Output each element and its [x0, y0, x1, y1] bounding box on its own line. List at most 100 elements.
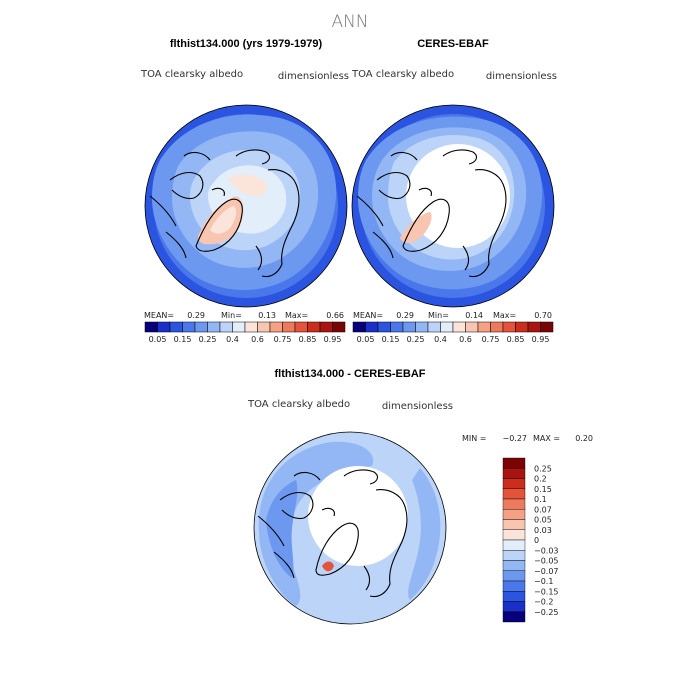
panel-obs-mean-label: MEAN=	[353, 311, 383, 320]
colorbar-diff-tick-label: 0.15	[534, 485, 552, 494]
colorbar-model-tick-label: 0.95	[324, 335, 342, 344]
coastlines-model	[149, 149, 300, 278]
colorbar-obs-swatch	[465, 321, 479, 333]
colorbar-model-swatch	[269, 321, 283, 333]
colorbar-model-swatch	[219, 321, 233, 333]
colorbar-model-swatch	[307, 321, 321, 333]
colorbar-obs: 0.05 0.15 0.25 0.4 0.6 0.75 0.85 0.95	[352, 321, 554, 344]
panel-diff-max-label: MAX =	[533, 434, 560, 443]
colorbar-diff-tick-label: 0.1	[534, 495, 547, 504]
map-fill-arctic-pink	[228, 174, 268, 197]
colorbar-diff-tick-label: −0.03	[534, 546, 559, 555]
panel-obs: CERES-EBAF TOA clearsky albedo dimension…	[351, 38, 557, 344]
map-border-obs	[351, 104, 555, 308]
colorbar-diff-swatch	[502, 611, 526, 623]
colorbar-obs-swatch	[377, 321, 391, 333]
colorbar-diff: 0.250.20.150.10.070.050.030−0.03−0.05−0.…	[502, 457, 559, 623]
colorbar-model-tick-label: 0.75	[274, 335, 292, 344]
colorbar-obs-swatch	[452, 321, 466, 333]
colorbar-diff-swatch	[502, 468, 526, 479]
colorbar-model-swatch	[207, 321, 221, 333]
colorbar-model-swatch	[157, 321, 171, 333]
colorbar-model: 0.05 0.15 0.25 0.4 0.6 0.75 0.85 0.95	[144, 321, 346, 344]
map-fill-negative-strong	[266, 480, 298, 578]
colorbar-diff-tick-label: −0.2	[534, 598, 553, 607]
map-border-diff	[253, 431, 447, 625]
colorbar-obs-swatch	[477, 321, 491, 333]
colorbar-obs-swatch	[502, 321, 516, 333]
colorbar-diff-tick-label: −0.07	[534, 567, 559, 576]
panel-diff-variable: TOA clearsky albedo	[247, 399, 350, 410]
coastlines-obs	[356, 149, 507, 278]
colorbar-diff-tick-label: 0	[534, 536, 539, 545]
panel-model-mean-value: 0.29	[187, 311, 205, 320]
panel-obs-min-value: 0.14	[465, 311, 483, 320]
figure-title: ANN	[331, 12, 368, 32]
colorbar-model-swatch	[182, 321, 196, 333]
colorbar-obs-tick-label: 0.25	[407, 335, 425, 344]
colorbar-model-swatch	[232, 321, 246, 333]
colorbar-obs-swatch	[515, 321, 529, 333]
colorbar-obs-swatch	[415, 321, 429, 333]
colorbar-diff-tick-label: −0.15	[534, 587, 559, 596]
panel-diff-min-label: MIN =	[462, 434, 487, 443]
colorbar-diff-swatch	[502, 560, 526, 571]
panel-obs-max-value: 0.70	[534, 311, 552, 320]
panel-model-units: dimensionless	[278, 71, 349, 82]
panel-diff: flthist134.000 - CERES-EBAF TOA clearsky…	[247, 368, 593, 625]
panel-model-variable: TOA clearsky albedo	[140, 69, 243, 80]
colorbar-obs-swatch	[352, 321, 366, 333]
colorbar-diff-swatch	[502, 457, 526, 469]
colorbar-model-swatch	[257, 321, 271, 333]
colorbar-model-tick-label: 0.05	[149, 335, 167, 344]
panel-diff-min-value: −0.27	[502, 434, 527, 443]
colorbar-diff-tick-label: −0.25	[534, 608, 559, 617]
colorbar-obs-tick-label: 0.15	[382, 335, 400, 344]
colorbar-model-tick-label: 0.15	[174, 335, 192, 344]
colorbar-obs-tick-label: 0.75	[482, 335, 500, 344]
colorbar-diff-tick-label: 0.25	[534, 464, 552, 473]
colorbar-model-swatch	[332, 321, 346, 333]
colorbar-diff-tick-label: −0.05	[534, 557, 559, 566]
colorbar-obs-swatch	[365, 321, 379, 333]
colorbar-diff-swatch	[502, 488, 526, 500]
panel-model-max-value: 0.66	[326, 311, 344, 320]
colorbar-model-swatch	[169, 321, 183, 333]
panel-model-min-value: 0.13	[258, 311, 276, 320]
colorbar-model-swatch	[144, 321, 158, 333]
panel-diff-max-value: 0.20	[575, 434, 593, 443]
panel-model: flthist134.000 (yrs 1979-1979) TOA clear…	[140, 38, 349, 344]
coastlines-diff	[257, 469, 408, 598]
map-fill-positive-spot	[322, 561, 334, 572]
colorbar-diff-swatch	[502, 591, 526, 602]
panel-model-title: flthist134.000 (yrs 1979-1979)	[170, 38, 323, 50]
colorbar-obs-swatch	[527, 321, 541, 333]
panel-model-mean-label: MEAN=	[144, 311, 174, 320]
colorbar-model-tick-label: 0.4	[226, 335, 239, 344]
colorbar-diff-swatch	[502, 539, 526, 551]
colorbar-diff-swatch	[502, 478, 526, 489]
colorbar-model-swatch	[319, 321, 333, 333]
panel-model-max-label: Max=	[285, 311, 308, 320]
colorbar-diff-tick-label: 0.2	[534, 475, 547, 484]
colorbar-diff-swatch	[502, 529, 526, 541]
colorbar-obs-tick-label: 0.6	[459, 335, 472, 344]
colorbar-obs-swatch	[427, 321, 441, 333]
colorbar-diff-tick-label: 0.05	[534, 516, 552, 525]
colorbar-obs-swatch	[390, 321, 404, 333]
panel-model-min-label: Min=	[221, 311, 242, 320]
colorbar-obs-tick-label: 0.4	[434, 335, 447, 344]
colorbar-obs-swatch	[440, 321, 454, 333]
colorbar-diff-swatch	[502, 601, 526, 612]
colorbar-diff-tick-label: −0.1	[534, 577, 553, 586]
colorbar-diff-swatch	[502, 509, 526, 520]
colorbar-obs-tick-label: 0.05	[357, 335, 375, 344]
colorbar-diff-swatch	[502, 570, 526, 582]
polar-map-model	[145, 105, 347, 307]
colorbar-model-swatch	[194, 321, 208, 333]
panel-obs-max-label: Max=	[493, 311, 516, 320]
map-fill-no-data	[308, 466, 408, 566]
panel-obs-variable: TOA clearsky albedo	[351, 69, 454, 80]
map-border-model	[144, 104, 348, 308]
colorbar-diff-tick-label: 0.03	[534, 526, 552, 535]
